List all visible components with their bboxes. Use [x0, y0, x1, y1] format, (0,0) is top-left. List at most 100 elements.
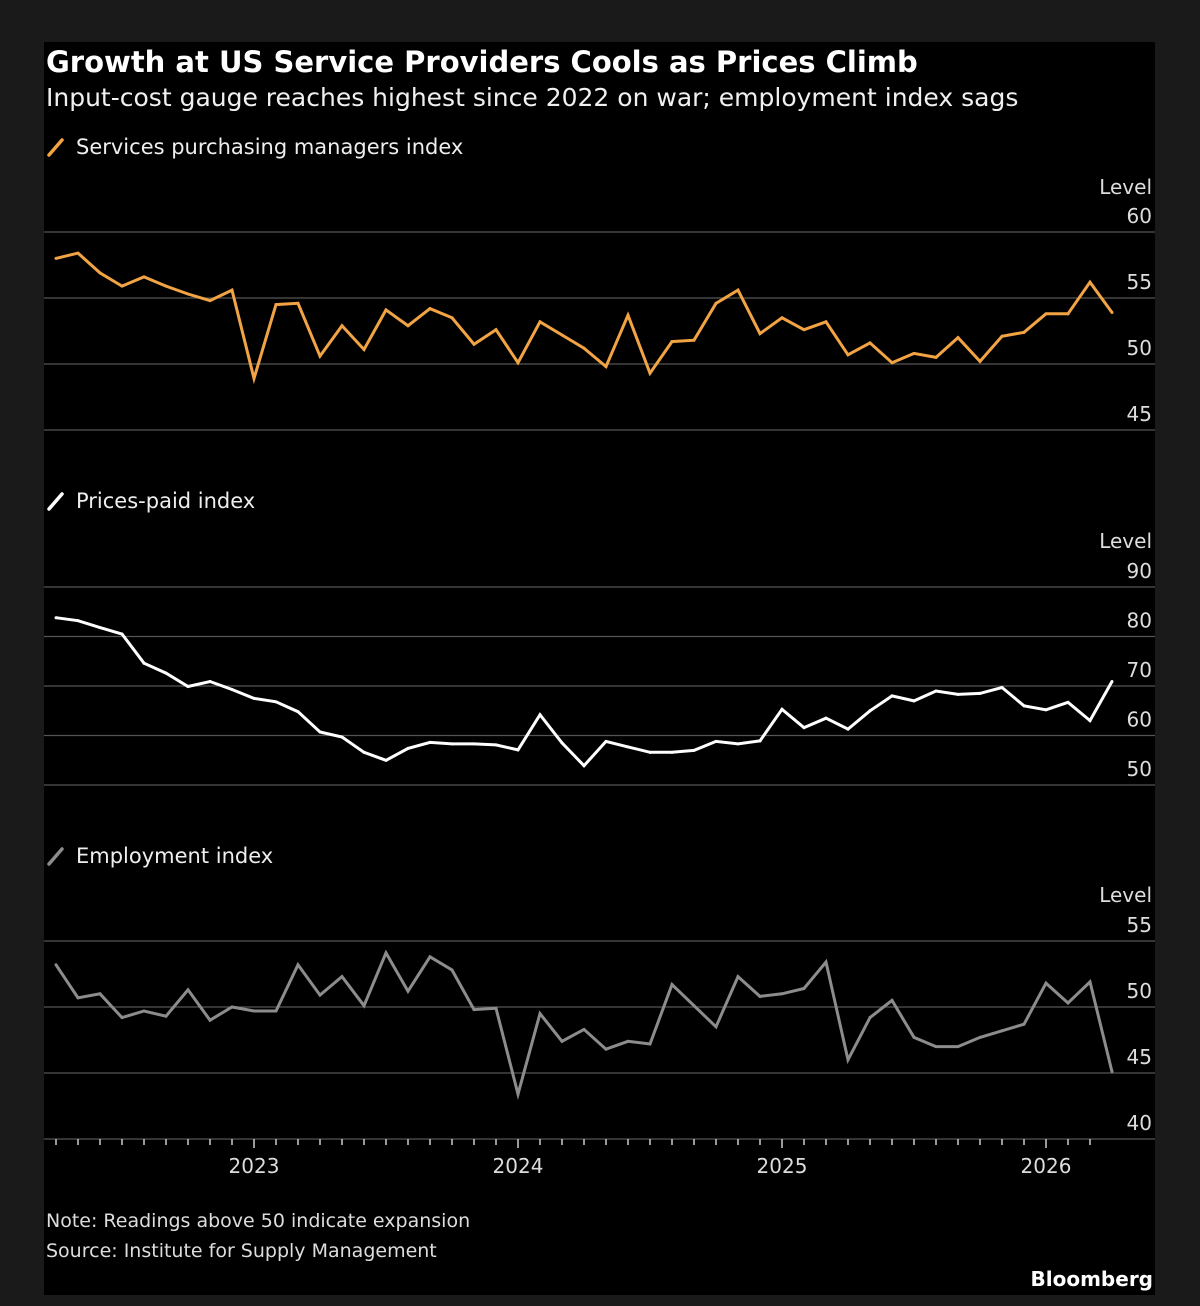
- data-point: [648, 371, 652, 375]
- data-point: [208, 680, 212, 684]
- data-point: [582, 764, 586, 768]
- data-point: [780, 992, 784, 996]
- data-point: [1022, 330, 1026, 334]
- data-point: [956, 1045, 960, 1049]
- data-point: [274, 700, 278, 704]
- data-point: [714, 1025, 718, 1029]
- data-point: [626, 313, 630, 317]
- data-point: [252, 377, 256, 381]
- data-point: [1000, 685, 1004, 689]
- chart-background: [44, 42, 1155, 1295]
- data-point: [934, 1045, 938, 1049]
- legend-swatch-icon: [47, 492, 64, 511]
- plot-area: 55 50 45 40: [44, 913, 1155, 1140]
- data-point: [538, 320, 542, 324]
- data-point: [362, 750, 366, 754]
- x-axis: 2023 2024 2025 2026: [55, 1139, 1091, 1178]
- data-point: [318, 354, 322, 358]
- data-point: [802, 726, 806, 730]
- data-point: [648, 1042, 652, 1046]
- data-point: [120, 284, 124, 288]
- y-tick-label: 45: [1127, 1045, 1152, 1069]
- data-point: [1044, 708, 1048, 712]
- data-point: [1022, 704, 1026, 708]
- data-point: [164, 284, 168, 288]
- bloomberg-logo: Bloomberg: [1031, 1267, 1153, 1291]
- data-point: [76, 619, 80, 623]
- data-point: [582, 346, 586, 350]
- data-point: [824, 716, 828, 720]
- data-point: [692, 338, 696, 342]
- data-point: [1044, 981, 1048, 985]
- data-point: [714, 739, 718, 743]
- data-point: [582, 1027, 586, 1031]
- data-point: [494, 743, 498, 747]
- data-point: [98, 271, 102, 275]
- data-point: [76, 996, 80, 1000]
- legend-label: Services purchasing managers index: [76, 135, 463, 159]
- y-tick-label: 55: [1127, 913, 1152, 937]
- data-point: [120, 1016, 124, 1020]
- data-point: [868, 1016, 872, 1020]
- data-point: [98, 992, 102, 996]
- legend-swatch-icon: [47, 138, 64, 157]
- data-point: [560, 741, 564, 745]
- data-point: [406, 324, 410, 328]
- data-point: [758, 332, 762, 336]
- data-point: [780, 707, 784, 711]
- data-point: [384, 758, 388, 762]
- data-point: [472, 1008, 476, 1012]
- data-point: [516, 748, 520, 752]
- data-point: [186, 684, 190, 688]
- legend-label: Prices-paid index: [76, 489, 255, 513]
- data-point: [186, 988, 190, 992]
- data-point: [824, 960, 828, 964]
- data-point: [120, 632, 124, 636]
- data-point: [560, 333, 564, 337]
- panel-employment: Employment index Level 55 50 45 40: [44, 844, 1155, 1140]
- data-point: [230, 687, 234, 691]
- data-point: [274, 1009, 278, 1013]
- y-tick-label: 50: [1127, 336, 1152, 360]
- data-point: [274, 303, 278, 307]
- data-point: [296, 301, 300, 305]
- y-tick-label: 60: [1127, 708, 1152, 732]
- data-point: [670, 340, 674, 344]
- y-axis-title: Level: [1099, 175, 1152, 199]
- legend-label: Employment index: [76, 844, 273, 868]
- data-point: [956, 336, 960, 340]
- y-tick-label: 90: [1127, 559, 1152, 583]
- y-tick-label: 50: [1127, 979, 1152, 1003]
- data-point: [54, 616, 58, 620]
- footnote: Note: Readings above 50 indicate expansi…: [46, 1210, 470, 1232]
- data-point: [758, 739, 762, 743]
- y-tick-label: 50: [1127, 757, 1152, 781]
- y-tick-label: 40: [1127, 1111, 1152, 1135]
- data-point: [142, 661, 146, 665]
- data-point: [384, 951, 388, 955]
- data-point: [956, 692, 960, 696]
- data-point: [296, 963, 300, 967]
- data-point: [516, 361, 520, 365]
- data-point: [538, 1012, 542, 1016]
- data-point: [978, 691, 982, 695]
- data-point: [846, 727, 850, 731]
- data-point: [142, 1009, 146, 1013]
- data-point: [912, 351, 916, 355]
- y-tick-label: 45: [1127, 402, 1152, 426]
- data-point: [1022, 1022, 1026, 1026]
- y-tick-label: 70: [1127, 658, 1152, 682]
- y-tick-label: 80: [1127, 609, 1152, 633]
- data-point: [1000, 1029, 1004, 1033]
- data-point: [846, 353, 850, 357]
- data-point: [978, 1035, 982, 1039]
- data-point: [362, 347, 366, 351]
- data-point: [516, 1092, 520, 1096]
- data-point: [868, 341, 872, 345]
- data-point: [186, 292, 190, 296]
- data-point: [736, 288, 740, 292]
- y-axis-title: Level: [1099, 529, 1152, 553]
- data-point: [164, 1014, 168, 1018]
- data-point: [318, 730, 322, 734]
